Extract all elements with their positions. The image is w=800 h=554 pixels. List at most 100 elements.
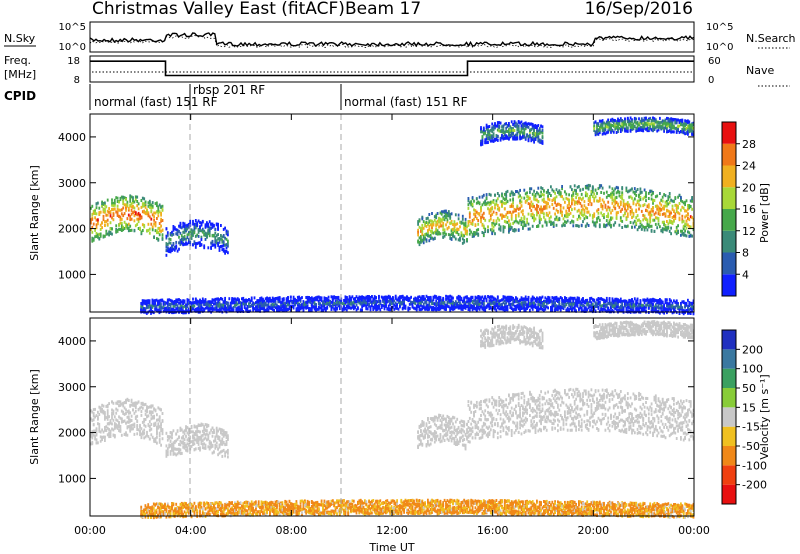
- echo-cell: [130, 205, 133, 209]
- echo-cell: [221, 297, 224, 301]
- echo-cell: [621, 219, 624, 223]
- echo-cell: [468, 219, 471, 223]
- echo-cell: [491, 295, 494, 299]
- echo-cell: [517, 302, 520, 305]
- echo-cell: [248, 302, 250, 306]
- echo-cell: [274, 302, 277, 306]
- echo-cell: [119, 221, 122, 225]
- echo-cell: [508, 302, 510, 306]
- echo-cell: [151, 204, 154, 208]
- echo-cell: [425, 224, 428, 228]
- echo-cell: [554, 304, 556, 308]
- echo-cell: [197, 301, 200, 305]
- echo-cell: [576, 224, 579, 228]
- echo-cell: [601, 298, 604, 302]
- echo-cell: [534, 207, 537, 211]
- echo-cell: [632, 300, 635, 304]
- echo-cell: [436, 219, 439, 223]
- echo-cell: [90, 206, 92, 210]
- echo-cell: [503, 305, 506, 309]
- echo-cell: [155, 304, 158, 308]
- echo-cell: [183, 234, 186, 238]
- echo-cell: [150, 206, 153, 210]
- echo-cell: [569, 205, 572, 209]
- echo-cell: [320, 299, 323, 303]
- echo-cell: [193, 231, 196, 235]
- echo-cell: [252, 308, 254, 312]
- echo-cell: [172, 225, 175, 228]
- echo-cell: [537, 192, 540, 196]
- echo-cell: [203, 302, 206, 306]
- echo-cell: [604, 308, 607, 312]
- echo-cell: [456, 222, 459, 226]
- frequency-panel: Freq. [MHz] 18 8 60 0 Nave: [4, 54, 790, 87]
- echo-cell: [101, 221, 103, 225]
- echo-cell: [133, 214, 136, 218]
- echo-cell: [161, 204, 164, 208]
- echo-cell: [572, 194, 575, 198]
- echo-cell: [481, 215, 484, 219]
- echo-cell: [215, 302, 218, 306]
- echo-cell: [685, 226, 688, 230]
- echo-cell: [624, 204, 626, 208]
- echo-cell: [561, 185, 563, 188]
- echo-cell: [288, 300, 291, 304]
- echo-cell: [512, 229, 514, 232]
- echo-cell: [158, 210, 161, 214]
- echo-cell: [505, 195, 508, 199]
- echo-cell: [285, 298, 288, 302]
- echo-cell: [684, 233, 686, 237]
- echo-cell: [508, 296, 510, 300]
- echo-cell: [182, 299, 185, 303]
- echo-region-1: [90, 194, 164, 243]
- echo-cell: [445, 306, 447, 310]
- echo-cell: [457, 217, 460, 221]
- echo-cell: [273, 305, 275, 308]
- echo-cell: [424, 300, 426, 304]
- echo-cell: [94, 211, 96, 215]
- echo-cell: [282, 303, 285, 307]
- echo-cell: [555, 188, 558, 192]
- echo-cell: [618, 299, 621, 303]
- echo-cell: [615, 195, 618, 199]
- echo-cell: [526, 195, 528, 198]
- echo-cell: [659, 225, 661, 229]
- echo-cell: [373, 295, 376, 299]
- echo-cell: [187, 298, 190, 302]
- echo-cell: [512, 198, 514, 202]
- echo-cell: [596, 305, 598, 308]
- echo-cell: [466, 225, 468, 229]
- echo-cell: [460, 305, 463, 309]
- echo-cell: [688, 234, 691, 238]
- echo-cell: [527, 304, 530, 308]
- echo-cell: [522, 306, 524, 310]
- echo-cell: [263, 302, 266, 306]
- echo-cell: [133, 228, 136, 232]
- echo-cell: [324, 300, 327, 304]
- echo-cell: [631, 308, 633, 312]
- echo-cell: [192, 301, 194, 305]
- echo-cell: [197, 303, 200, 307]
- echo-cell: [534, 299, 537, 303]
- echo-cell: [435, 299, 438, 303]
- echo-cell: [369, 296, 372, 299]
- echo-cell: [452, 227, 454, 231]
- echo-cell: [624, 207, 626, 211]
- echo-cell: [488, 219, 491, 223]
- echo-cell: [433, 230, 436, 234]
- echo-cell: [157, 214, 160, 218]
- echo-cell: [614, 299, 617, 303]
- echo-cell: [632, 214, 635, 218]
- echo-cell: [639, 198, 642, 202]
- echo-cell: [657, 301, 660, 305]
- echo-cell: [115, 224, 118, 228]
- echo-cell: [322, 303, 324, 307]
- echo-cell: [626, 212, 629, 216]
- echo-cell: [572, 224, 575, 228]
- echo-cell: [503, 302, 506, 306]
- echo-cell: [232, 309, 235, 313]
- echo-cell: [136, 217, 139, 221]
- echo-cell: [404, 306, 407, 310]
- echo-cell: [681, 229, 684, 233]
- echo-cell: [199, 301, 201, 305]
